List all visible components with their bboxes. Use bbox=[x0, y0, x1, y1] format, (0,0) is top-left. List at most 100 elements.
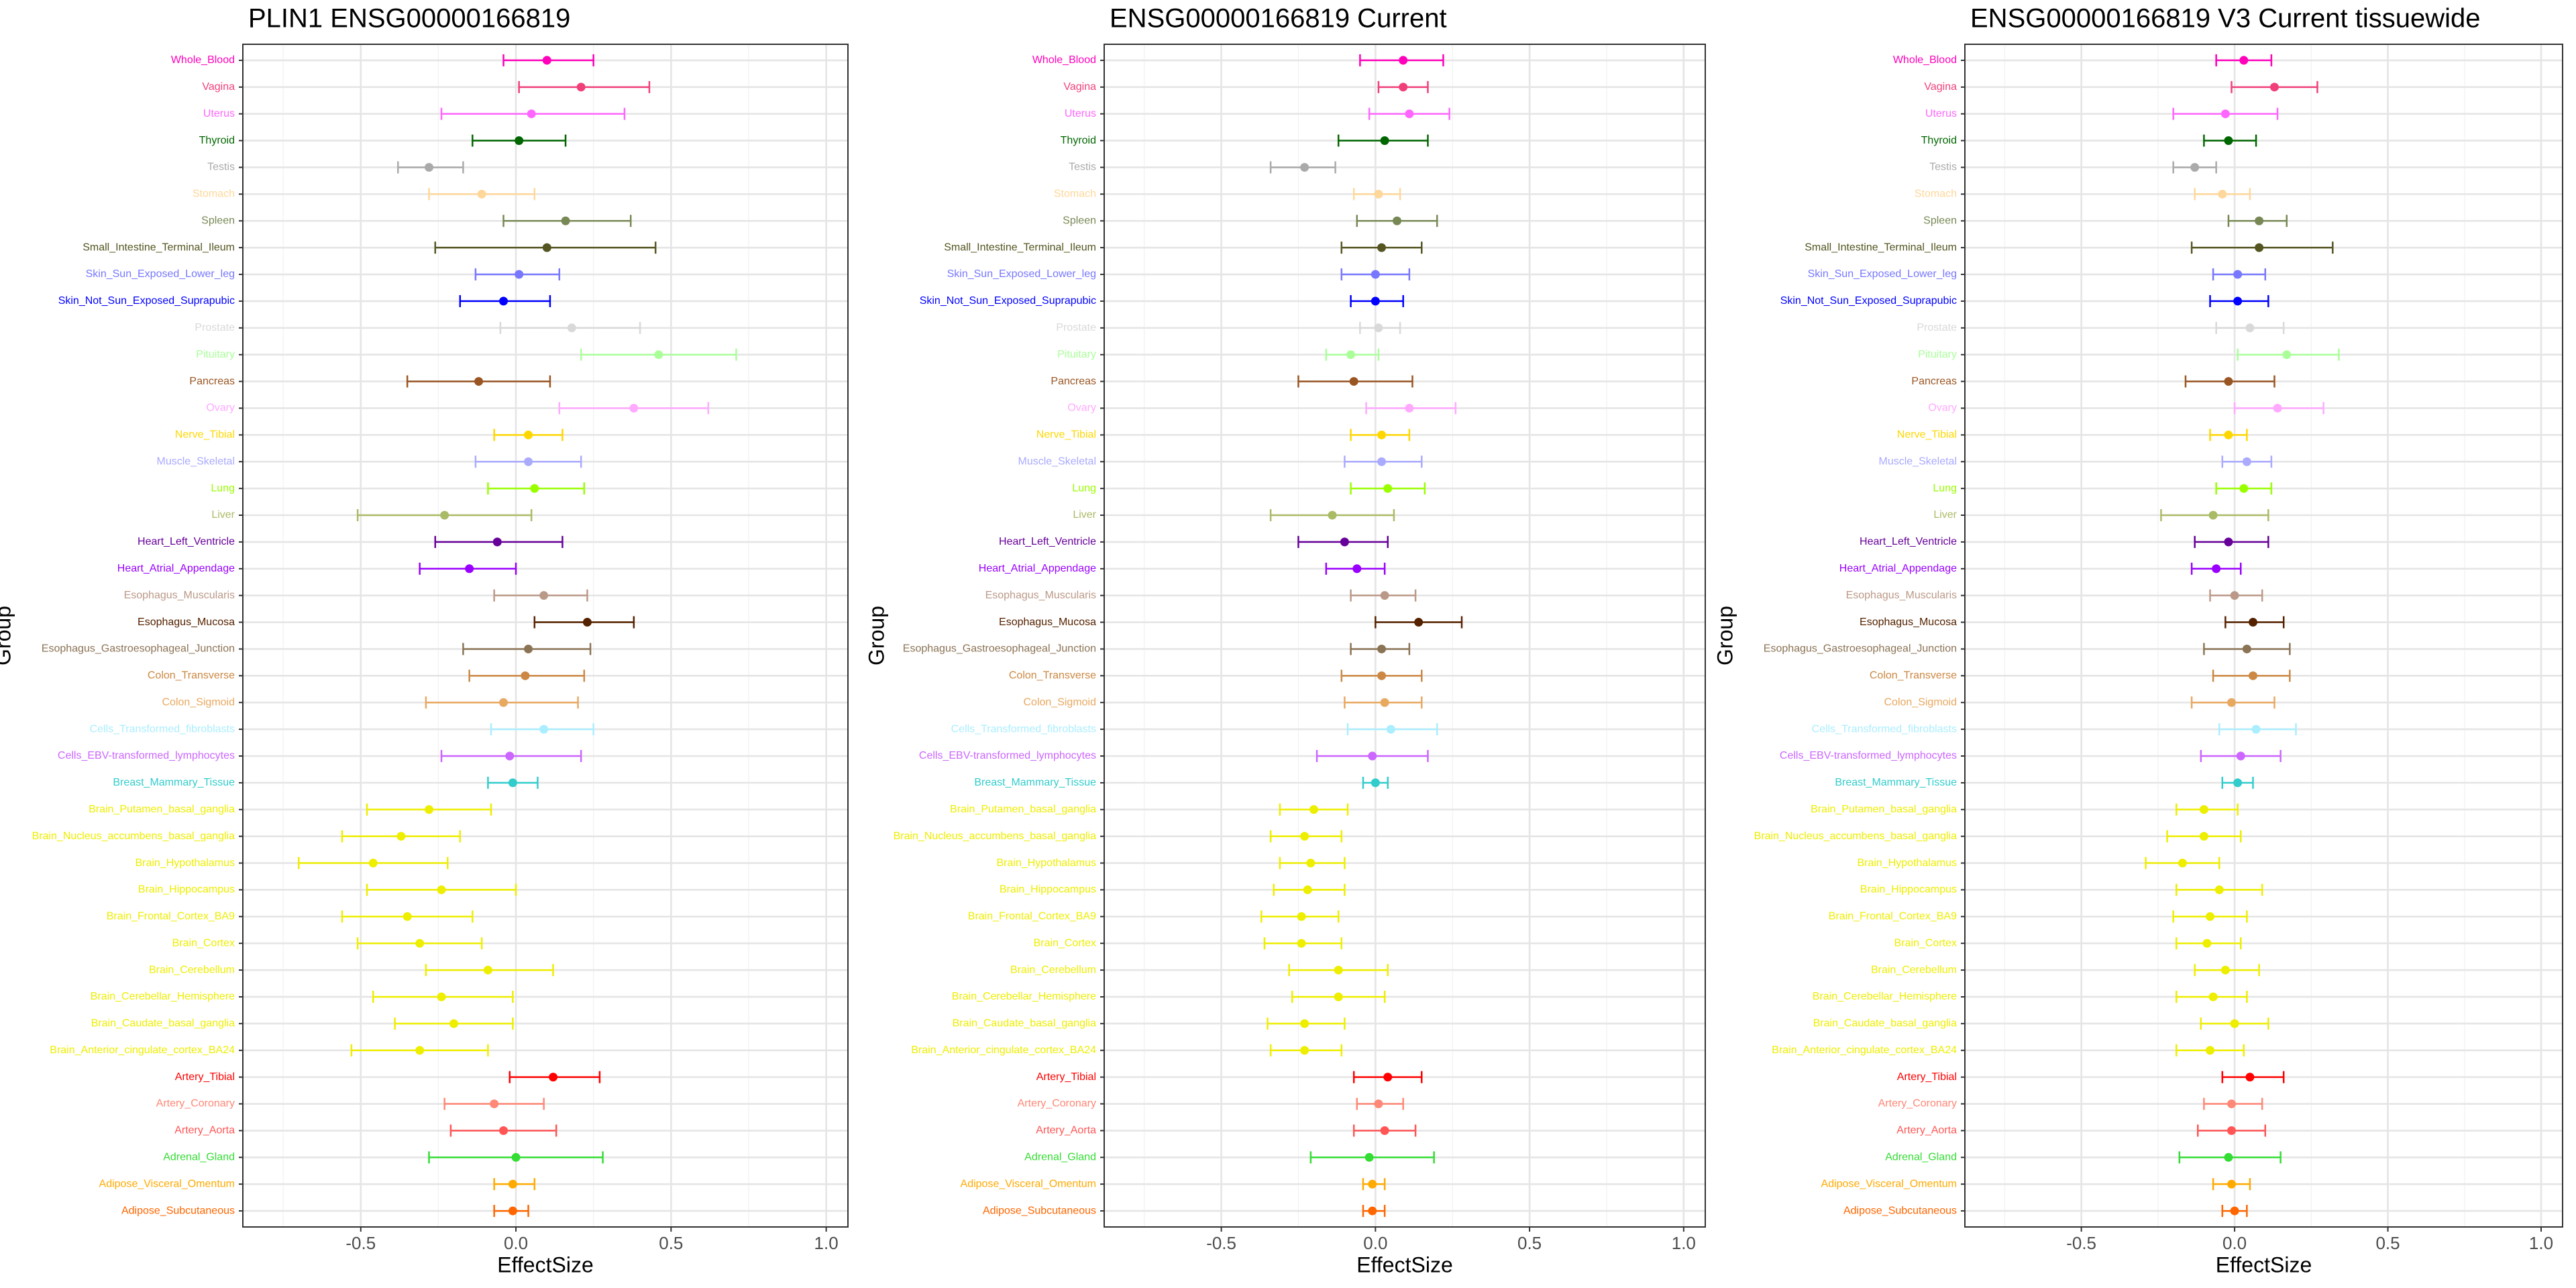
point bbox=[505, 751, 515, 761]
point bbox=[524, 644, 533, 653]
point bbox=[1334, 965, 1343, 975]
point bbox=[1386, 724, 1395, 734]
point bbox=[511, 1152, 521, 1162]
point bbox=[1297, 938, 1306, 948]
point bbox=[425, 805, 434, 814]
point bbox=[508, 1179, 517, 1189]
point bbox=[2208, 511, 2218, 520]
y-tick-label: Colon_Transverse bbox=[1009, 670, 1096, 682]
y-tick-label: Adrenal_Gland bbox=[163, 1152, 235, 1163]
point bbox=[415, 1046, 425, 1055]
y-tick-label: Adrenal_Gland bbox=[1885, 1152, 1957, 1163]
point bbox=[2206, 1046, 2215, 1055]
point bbox=[2233, 297, 2243, 306]
y-tick-label: Liver bbox=[1933, 509, 1957, 521]
y-tick-label: Esophagus_Muscularis bbox=[124, 590, 235, 601]
y-tick-label: Nerve_Tibial bbox=[1036, 429, 1096, 441]
y-tick-label: Spleen bbox=[1923, 215, 1957, 226]
y-tick-label: Brain_Caudate_basal_ganglia bbox=[953, 1018, 1096, 1029]
y-tick-label: Heart_Left_Ventricle bbox=[999, 536, 1096, 547]
point bbox=[2199, 805, 2208, 814]
point bbox=[1340, 537, 1349, 547]
y-tick-label: Artery_Tibial bbox=[1036, 1071, 1096, 1083]
point bbox=[1306, 859, 1316, 868]
y-tick-label: Muscle_Skeletal bbox=[157, 455, 235, 467]
point bbox=[499, 297, 508, 306]
point bbox=[2199, 832, 2208, 841]
y-tick-label: Brain_Cerebellar_Hemisphere bbox=[1813, 991, 1957, 1002]
point bbox=[524, 430, 533, 439]
point bbox=[524, 457, 533, 466]
point bbox=[2218, 189, 2227, 199]
point bbox=[1368, 1206, 1377, 1216]
point bbox=[1380, 698, 1389, 707]
y-tick-label: Adipose_Visceral_Omentum bbox=[99, 1178, 235, 1189]
y-tick-label: Brain_Cerebellar_Hemisphere bbox=[952, 991, 1096, 1002]
y-tick-label: Brain_Cerebellum bbox=[149, 964, 235, 975]
point bbox=[1377, 430, 1387, 439]
point bbox=[1368, 751, 1377, 761]
point bbox=[2224, 136, 2233, 146]
y-tick-label: Ovary bbox=[1067, 402, 1096, 414]
point bbox=[2214, 885, 2224, 894]
x-tick-label: 0.5 bbox=[2375, 1233, 2400, 1253]
y-tick-label: Adipose_Visceral_Omentum bbox=[1821, 1178, 1957, 1189]
y-tick-label: Small_Intestine_Terminal_Ileum bbox=[1805, 241, 1957, 253]
point bbox=[483, 965, 492, 975]
point bbox=[477, 189, 486, 199]
y-tick-label: Artery_Aorta bbox=[174, 1125, 235, 1136]
point bbox=[527, 109, 536, 119]
y-tick-label: Whole_Blood bbox=[1893, 54, 1957, 66]
y-tick-label: Vagina bbox=[1063, 81, 1096, 93]
y-tick-label: Brain_Nucleus_accumbens_basal_ganglia bbox=[1754, 830, 1957, 842]
x-tick-label: 1.0 bbox=[1672, 1233, 1696, 1253]
y-tick-label: Brain_Cerebellum bbox=[1010, 964, 1096, 975]
point bbox=[1297, 912, 1306, 921]
y-tick-label: Artery_Aorta bbox=[1896, 1125, 1957, 1136]
y-tick-label: Brain_Frontal_Cortex_BA9 bbox=[968, 911, 1096, 922]
point bbox=[490, 1099, 499, 1109]
point bbox=[2190, 162, 2200, 172]
point bbox=[582, 618, 592, 627]
x-tick-label: -0.5 bbox=[1206, 1233, 1236, 1253]
point bbox=[2242, 644, 2251, 653]
y-tick-label: Brain_Putamen_basal_ganglia bbox=[1811, 804, 1957, 815]
point bbox=[508, 778, 517, 788]
point bbox=[437, 992, 446, 1002]
point bbox=[2224, 1152, 2233, 1162]
point bbox=[515, 270, 524, 279]
y-tick-label: Ovary bbox=[206, 402, 235, 414]
y-tick-label: Brain_Nucleus_accumbens_basal_ganglia bbox=[894, 830, 1097, 842]
y-tick-label: Adipose_Visceral_Omentum bbox=[961, 1178, 1096, 1189]
y-tick-label: Brain_Cortex bbox=[172, 937, 235, 949]
x-tick-label: 0.5 bbox=[1517, 1233, 1542, 1253]
y-tick-label: Cells_EBV-transformed_lymphocytes bbox=[919, 750, 1096, 761]
x-tick-label: 0.5 bbox=[659, 1233, 683, 1253]
point bbox=[2233, 270, 2243, 279]
point bbox=[1405, 403, 1414, 413]
y-tick-label: Lung bbox=[1072, 482, 1096, 494]
x-tick-label: 0.0 bbox=[2222, 1233, 2247, 1253]
y-tick-label: Brain_Nucleus_accumbens_basal_ganglia bbox=[32, 830, 235, 842]
y-tick-label: Brain_Hypothalamus bbox=[135, 857, 235, 869]
point bbox=[2242, 457, 2251, 466]
y-tick-label: Ovary bbox=[1928, 402, 1957, 414]
point bbox=[1377, 671, 1387, 680]
point bbox=[1300, 832, 1309, 841]
panel: Whole_Blood Vagina Uterus Thyroid Testis Stom… bbox=[864, 4, 1706, 1277]
y-axis-title: Group bbox=[0, 606, 15, 665]
point bbox=[2249, 618, 2258, 627]
y-tick-label: Uterus bbox=[1925, 108, 1957, 119]
y-tick-label: Esophagus_Gastroesophageal_Junction bbox=[42, 643, 235, 655]
point bbox=[567, 323, 576, 333]
y-tick-label: Brain_Anterior_cingulate_cortex_BA24 bbox=[1772, 1044, 1957, 1056]
y-tick-label: Adipose_Subcutaneous bbox=[1843, 1205, 1957, 1216]
y-tick-label: Brain_Cerebellum bbox=[1871, 964, 1957, 975]
y-tick-label: Brain_Cerebellar_Hemisphere bbox=[91, 991, 235, 1002]
point bbox=[1383, 1073, 1393, 1082]
y-tick-label: Cells_Transformed_fibroblasts bbox=[90, 723, 235, 735]
y-tick-label: Skin_Not_Sun_Exposed_Suprapubic bbox=[58, 295, 235, 307]
y-tick-label: Esophagus_Mucosa bbox=[999, 616, 1096, 628]
point bbox=[2255, 243, 2264, 252]
y-tick-label: Skin_Sun_Exposed_Lower_leg bbox=[947, 268, 1096, 280]
